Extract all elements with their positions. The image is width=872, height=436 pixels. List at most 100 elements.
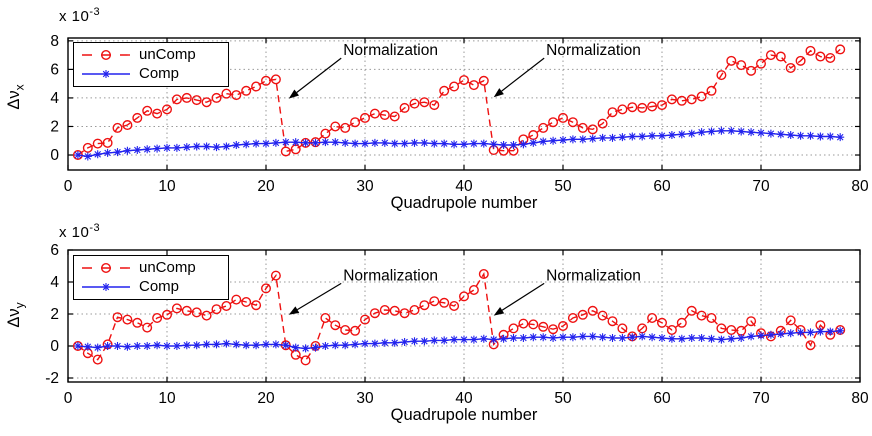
comp-asterisk-marker	[123, 342, 132, 351]
uncomp-circle-marker	[132, 317, 143, 328]
uncomp-circle-marker	[201, 97, 212, 108]
comp-asterisk-marker	[836, 133, 845, 142]
comp-asterisk-marker	[182, 143, 191, 152]
uncomp-circle-marker	[122, 120, 133, 131]
axis-ticks	[67, 249, 861, 382]
comp-asterisk-marker	[499, 334, 508, 343]
uncomp-circle-marker	[825, 52, 836, 63]
comp-asterisk-marker	[380, 338, 389, 347]
legend-bottom: unComp Comp	[73, 255, 229, 300]
comp-asterisk-marker	[351, 340, 360, 349]
uncomp-circle-marker	[419, 97, 430, 108]
x-tick-label: 50	[554, 390, 572, 407]
comp-asterisk-marker	[568, 135, 577, 144]
comp-asterisk-marker	[658, 334, 666, 342]
uncomp-circle-marker	[429, 100, 440, 111]
comp-asterisk-marker	[73, 151, 82, 160]
x-tick-label: 20	[257, 390, 275, 407]
comp-markers	[73, 326, 845, 353]
y-tick-label: -2	[45, 370, 59, 387]
comp-asterisk-marker	[539, 137, 548, 146]
x-tick-label: 60	[653, 178, 671, 195]
comp-asterisk-marker	[836, 326, 845, 335]
comp-asterisk-marker	[766, 330, 775, 339]
comp-asterisk-marker	[568, 333, 577, 342]
uncomp-circle-marker	[577, 309, 588, 320]
uncomp-line-sample	[82, 49, 130, 61]
y-axis-title-sub: x	[12, 84, 27, 91]
comp-asterisk-marker	[321, 138, 330, 147]
comp-asterisk-marker	[559, 333, 567, 342]
x-axis-title: Quadrupole number	[391, 406, 538, 424]
comp-asterisk-marker	[549, 136, 558, 145]
uncomp-circle-marker	[171, 94, 182, 105]
annotation-arrow-line	[501, 282, 545, 311]
comp-asterisk-marker	[677, 334, 686, 343]
comp-asterisk-marker	[390, 338, 399, 347]
uncomp-circle-marker	[548, 117, 559, 128]
uncomp-circle-marker	[320, 313, 331, 324]
uncomp-circle-marker	[449, 301, 460, 312]
uncomp-circle-marker	[379, 110, 390, 121]
comp-asterisk-marker	[816, 327, 825, 336]
comp-asterisk-marker	[281, 341, 290, 350]
uncomp-circle-marker	[548, 324, 559, 335]
uncomp-circle-marker	[92, 354, 103, 365]
y-exponent-label: x 10-3	[59, 222, 100, 241]
uncomp-circle-marker	[567, 313, 578, 324]
comp-asterisk-marker	[440, 139, 449, 148]
uncomp-circle-marker	[805, 45, 816, 56]
uncomp-circle-marker	[231, 294, 242, 305]
x-tick-label: 30	[356, 390, 374, 407]
exponent-power: -3	[89, 222, 101, 234]
comp-asterisk-marker	[460, 140, 468, 149]
uncomp-circle-marker	[597, 310, 608, 321]
uncomp-circle-marker	[518, 318, 529, 329]
uncomp-circle-marker	[597, 118, 608, 129]
subplot-x: 0 10 20 30 40 50 60 70 80 0 2 4 6 8 Quadrupole number N…	[50, 33, 869, 212]
uncomp-circle-marker	[171, 303, 182, 314]
uncomp-circle-marker	[835, 44, 846, 55]
annotation-label: Normalization	[546, 42, 641, 59]
annotation-arrowhead	[288, 306, 300, 315]
annotation-arrowhead	[493, 307, 505, 316]
uncomp-circle-marker	[161, 104, 172, 115]
uncomp-circle-marker	[558, 112, 569, 123]
comp-asterisk-marker	[757, 128, 765, 137]
uncomp-circle-marker	[558, 321, 569, 332]
uncomp-circle-marker	[251, 81, 262, 92]
comp-asterisk-marker	[707, 127, 716, 136]
uncomp-circle-marker	[736, 60, 747, 71]
comp-asterisk-marker	[271, 340, 280, 349]
y-tick-label: 2	[50, 306, 59, 323]
comp-asterisk-marker	[331, 138, 340, 147]
comp-asterisk-marker	[420, 138, 429, 147]
uncomp-circle-marker	[528, 319, 539, 330]
uncomp-circle-marker	[330, 320, 341, 331]
comp-asterisk-marker	[232, 340, 241, 349]
comp-asterisk-marker	[697, 334, 706, 342]
uncomp-circle-marker	[300, 355, 311, 366]
uncomp-line-sample	[82, 262, 130, 274]
uncomp-circle-marker	[211, 92, 222, 103]
comp-asterisk-marker	[618, 334, 627, 342]
uncomp-circle-marker	[340, 122, 351, 133]
comp-asterisk-marker	[529, 333, 538, 342]
uncomp-circle-marker	[261, 75, 272, 86]
uncomp-circle-marker	[508, 323, 519, 334]
comp-asterisk-marker	[588, 332, 597, 341]
comp-asterisk-marker	[192, 341, 201, 350]
uncomp-circle-marker	[468, 80, 479, 91]
comp-asterisk-marker	[113, 148, 122, 157]
uncomp-circle-marker	[379, 305, 390, 316]
comp-asterisk-marker	[400, 139, 409, 148]
comp-asterisk-marker	[262, 139, 270, 148]
legend-label-comp: Comp	[139, 65, 180, 82]
legend-entry-comp: Comp	[80, 278, 222, 296]
comp-asterisk-marker	[549, 334, 558, 342]
annotation-label: Normalization	[546, 267, 641, 284]
comp-asterisk-marker	[133, 342, 142, 350]
comp-asterisk-marker	[598, 133, 607, 142]
uncomp-circle-marker	[637, 102, 648, 113]
tick-labels: 0 10 20 30 40 50 60 70 80 0 2 4 6 8	[50, 33, 869, 195]
